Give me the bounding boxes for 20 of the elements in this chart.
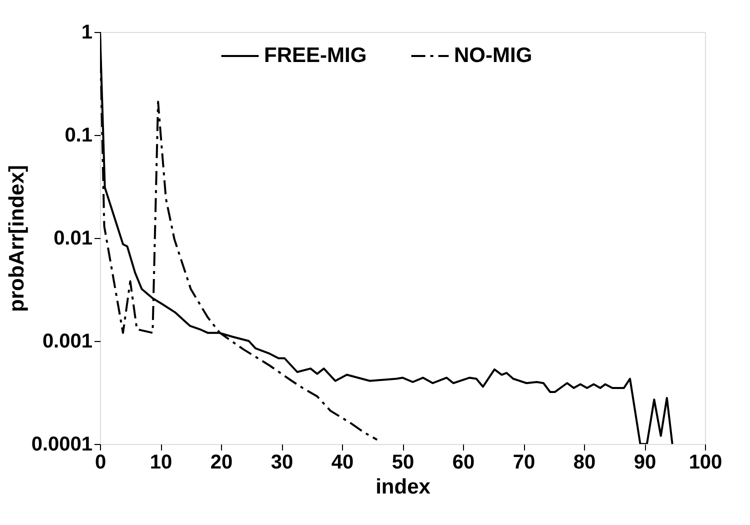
y-tick-label: 0.001 — [42, 330, 92, 352]
x-tick-label: 70 — [512, 452, 536, 474]
y-tick-label: 0.1 — [64, 124, 92, 146]
y-tick-label: 0.0001 — [31, 434, 92, 456]
x-tick-label: 0 — [94, 452, 106, 474]
x-tick-label: 90 — [634, 452, 656, 474]
x-tick-label: 40 — [331, 452, 354, 474]
x-tick-label: 30 — [270, 452, 294, 474]
x-tick-label: 100 — [688, 452, 722, 474]
legend-label: FREE-MIG — [264, 44, 367, 67]
x-tick-label: 80 — [573, 452, 596, 474]
legend-label: NO-MIG — [454, 44, 532, 67]
x-tick-label: 20 — [210, 452, 233, 474]
y-axis-title: probArr[index] — [5, 165, 28, 312]
y-tick-label: 0.01 — [54, 228, 92, 250]
y-tick-label: 1 — [81, 22, 92, 44]
x-axis-title: index — [376, 476, 431, 498]
x-tick-label: 10 — [150, 452, 172, 474]
x-tick-label: 50 — [392, 452, 414, 474]
x-tick-label: 60 — [452, 452, 475, 474]
